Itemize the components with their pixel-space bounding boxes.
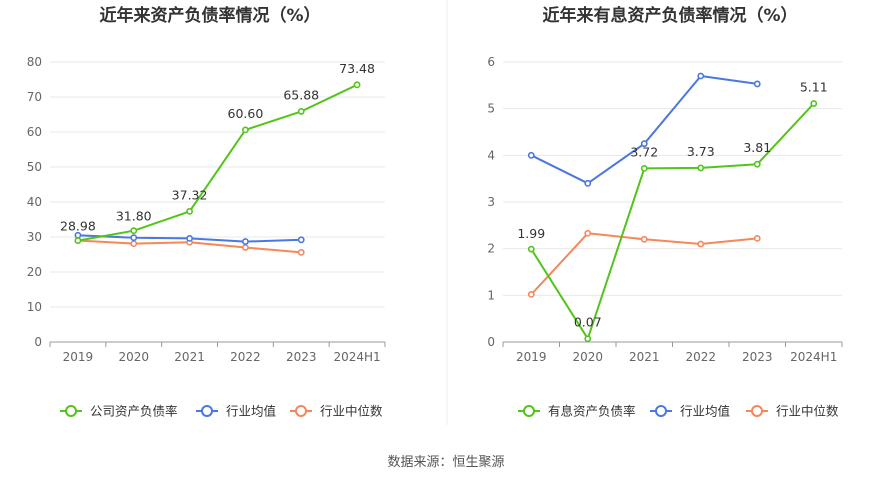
legend-label[interactable]: 行业中位数 bbox=[776, 404, 839, 419]
data-point[interactable] bbox=[242, 126, 249, 134]
legend-label[interactable]: 行业均值 bbox=[226, 404, 276, 419]
data-point[interactable] bbox=[697, 240, 705, 248]
data-point[interactable] bbox=[584, 179, 592, 187]
data-point[interactable] bbox=[640, 140, 648, 148]
y-tick-label: 2 bbox=[487, 242, 495, 256]
legend-swatch-marker[interactable] bbox=[655, 405, 667, 417]
data-point[interactable] bbox=[297, 236, 305, 244]
data-point[interactable] bbox=[584, 335, 592, 343]
legend-label[interactable]: 有息资产负债率 bbox=[548, 404, 636, 419]
data-point[interactable] bbox=[640, 164, 648, 172]
data-point[interactable] bbox=[527, 290, 535, 298]
x-tick-label: 2023 bbox=[742, 350, 773, 364]
data-label: 65.88 bbox=[283, 87, 319, 102]
data-label: 0.07 bbox=[574, 315, 602, 330]
legend-label[interactable]: 公司资产负债率 bbox=[90, 404, 178, 419]
data-point[interactable] bbox=[753, 80, 761, 88]
x-tick-label: 2024H1 bbox=[333, 350, 380, 364]
y-tick-label: 1 bbox=[487, 288, 495, 302]
y-tick-label: 3 bbox=[487, 195, 495, 209]
y-tick-label: 6 bbox=[487, 55, 495, 69]
data-label: 73.48 bbox=[339, 61, 375, 76]
y-tick-label: 10 bbox=[27, 300, 42, 314]
y-tick-label: 60 bbox=[27, 125, 42, 139]
data-point[interactable] bbox=[297, 248, 305, 256]
data-point[interactable] bbox=[753, 234, 761, 242]
y-tick-label: 5 bbox=[487, 102, 495, 116]
chart-title: 近年来有息资产负债率情况（%） bbox=[542, 5, 797, 26]
x-tick-label: 2020 bbox=[118, 350, 149, 364]
data-label: 3.73 bbox=[687, 144, 715, 159]
series-line bbox=[77, 83, 358, 242]
x-tick-label: 2021 bbox=[629, 350, 660, 364]
data-point[interactable] bbox=[242, 238, 249, 245]
data-point[interactable] bbox=[353, 81, 361, 89]
data-label: 1.99 bbox=[517, 226, 545, 241]
data-point[interactable] bbox=[130, 234, 138, 242]
legend-label[interactable]: 行业均值 bbox=[680, 404, 730, 419]
legend-swatch-marker[interactable] bbox=[751, 405, 763, 417]
data-point[interactable] bbox=[297, 108, 305, 115]
x-tick-label: 2019 bbox=[516, 350, 547, 364]
data-label: 37.32 bbox=[172, 187, 208, 202]
y-tick-label: 40 bbox=[27, 195, 42, 209]
legend-label[interactable]: 行业中位数 bbox=[320, 404, 383, 419]
data-point[interactable] bbox=[697, 164, 705, 172]
y-tick-label: 70 bbox=[27, 90, 42, 104]
x-tick-label: 2020 bbox=[572, 350, 603, 364]
data-label: 60.60 bbox=[228, 106, 264, 121]
legend-swatch-marker[interactable] bbox=[523, 405, 535, 417]
data-point[interactable] bbox=[242, 244, 249, 251]
chart-title: 近年来资产负债率情况（%） bbox=[99, 5, 320, 26]
data-label: 31.80 bbox=[116, 209, 152, 224]
data-point[interactable] bbox=[130, 227, 138, 235]
data-point[interactable] bbox=[186, 207, 193, 215]
data-label: 3.81 bbox=[743, 140, 771, 155]
data-point[interactable] bbox=[640, 235, 648, 243]
x-tick-label: 2022 bbox=[685, 350, 716, 364]
data-source: 数据来源：恒生聚源 bbox=[387, 455, 504, 470]
y-tick-label: 50 bbox=[27, 160, 42, 174]
x-tick-label: 2023 bbox=[286, 350, 317, 364]
data-point[interactable] bbox=[753, 160, 761, 168]
legend-swatch-marker[interactable] bbox=[295, 405, 307, 417]
y-tick-label: 20 bbox=[27, 265, 42, 279]
y-tick-label: 80 bbox=[27, 55, 42, 69]
x-tick-label: 2024H1 bbox=[790, 350, 837, 364]
data-label: 5.11 bbox=[800, 80, 828, 95]
y-tick-label: 0 bbox=[487, 335, 495, 349]
legend-swatch-marker[interactable] bbox=[65, 405, 77, 417]
series-line bbox=[530, 102, 815, 340]
y-tick-label: 30 bbox=[27, 230, 42, 244]
data-point[interactable] bbox=[130, 240, 138, 248]
data-point[interactable] bbox=[810, 100, 818, 107]
data-point[interactable] bbox=[527, 151, 535, 159]
data-label: 28.98 bbox=[60, 219, 96, 234]
chart-debt-ratio: 近年来资产负债率情况（%） 0 10 20 30 40 50 60 70 80 2019 2020 2… bbox=[27, 5, 386, 419]
data-point[interactable] bbox=[697, 72, 705, 80]
x-tick-label: 2022 bbox=[230, 350, 261, 364]
y-tick-label: 0 bbox=[34, 335, 42, 349]
data-point[interactable] bbox=[74, 237, 82, 244]
x-tick-label: 2021 bbox=[174, 350, 205, 364]
data-point[interactable] bbox=[584, 229, 592, 237]
y-tick-label: 4 bbox=[487, 148, 495, 162]
data-point[interactable] bbox=[186, 234, 193, 242]
data-label: 3.72 bbox=[630, 144, 658, 159]
chart-interest-bearing-debt-ratio: 近年来有息资产负债率情况（%） 0 1 2 3 4 5 6 2019 2020 2021 2022 2… bbox=[487, 5, 843, 419]
data-point[interactable] bbox=[527, 245, 535, 253]
legend-swatch-marker[interactable] bbox=[201, 405, 213, 417]
x-tick-label: 2019 bbox=[63, 350, 94, 364]
